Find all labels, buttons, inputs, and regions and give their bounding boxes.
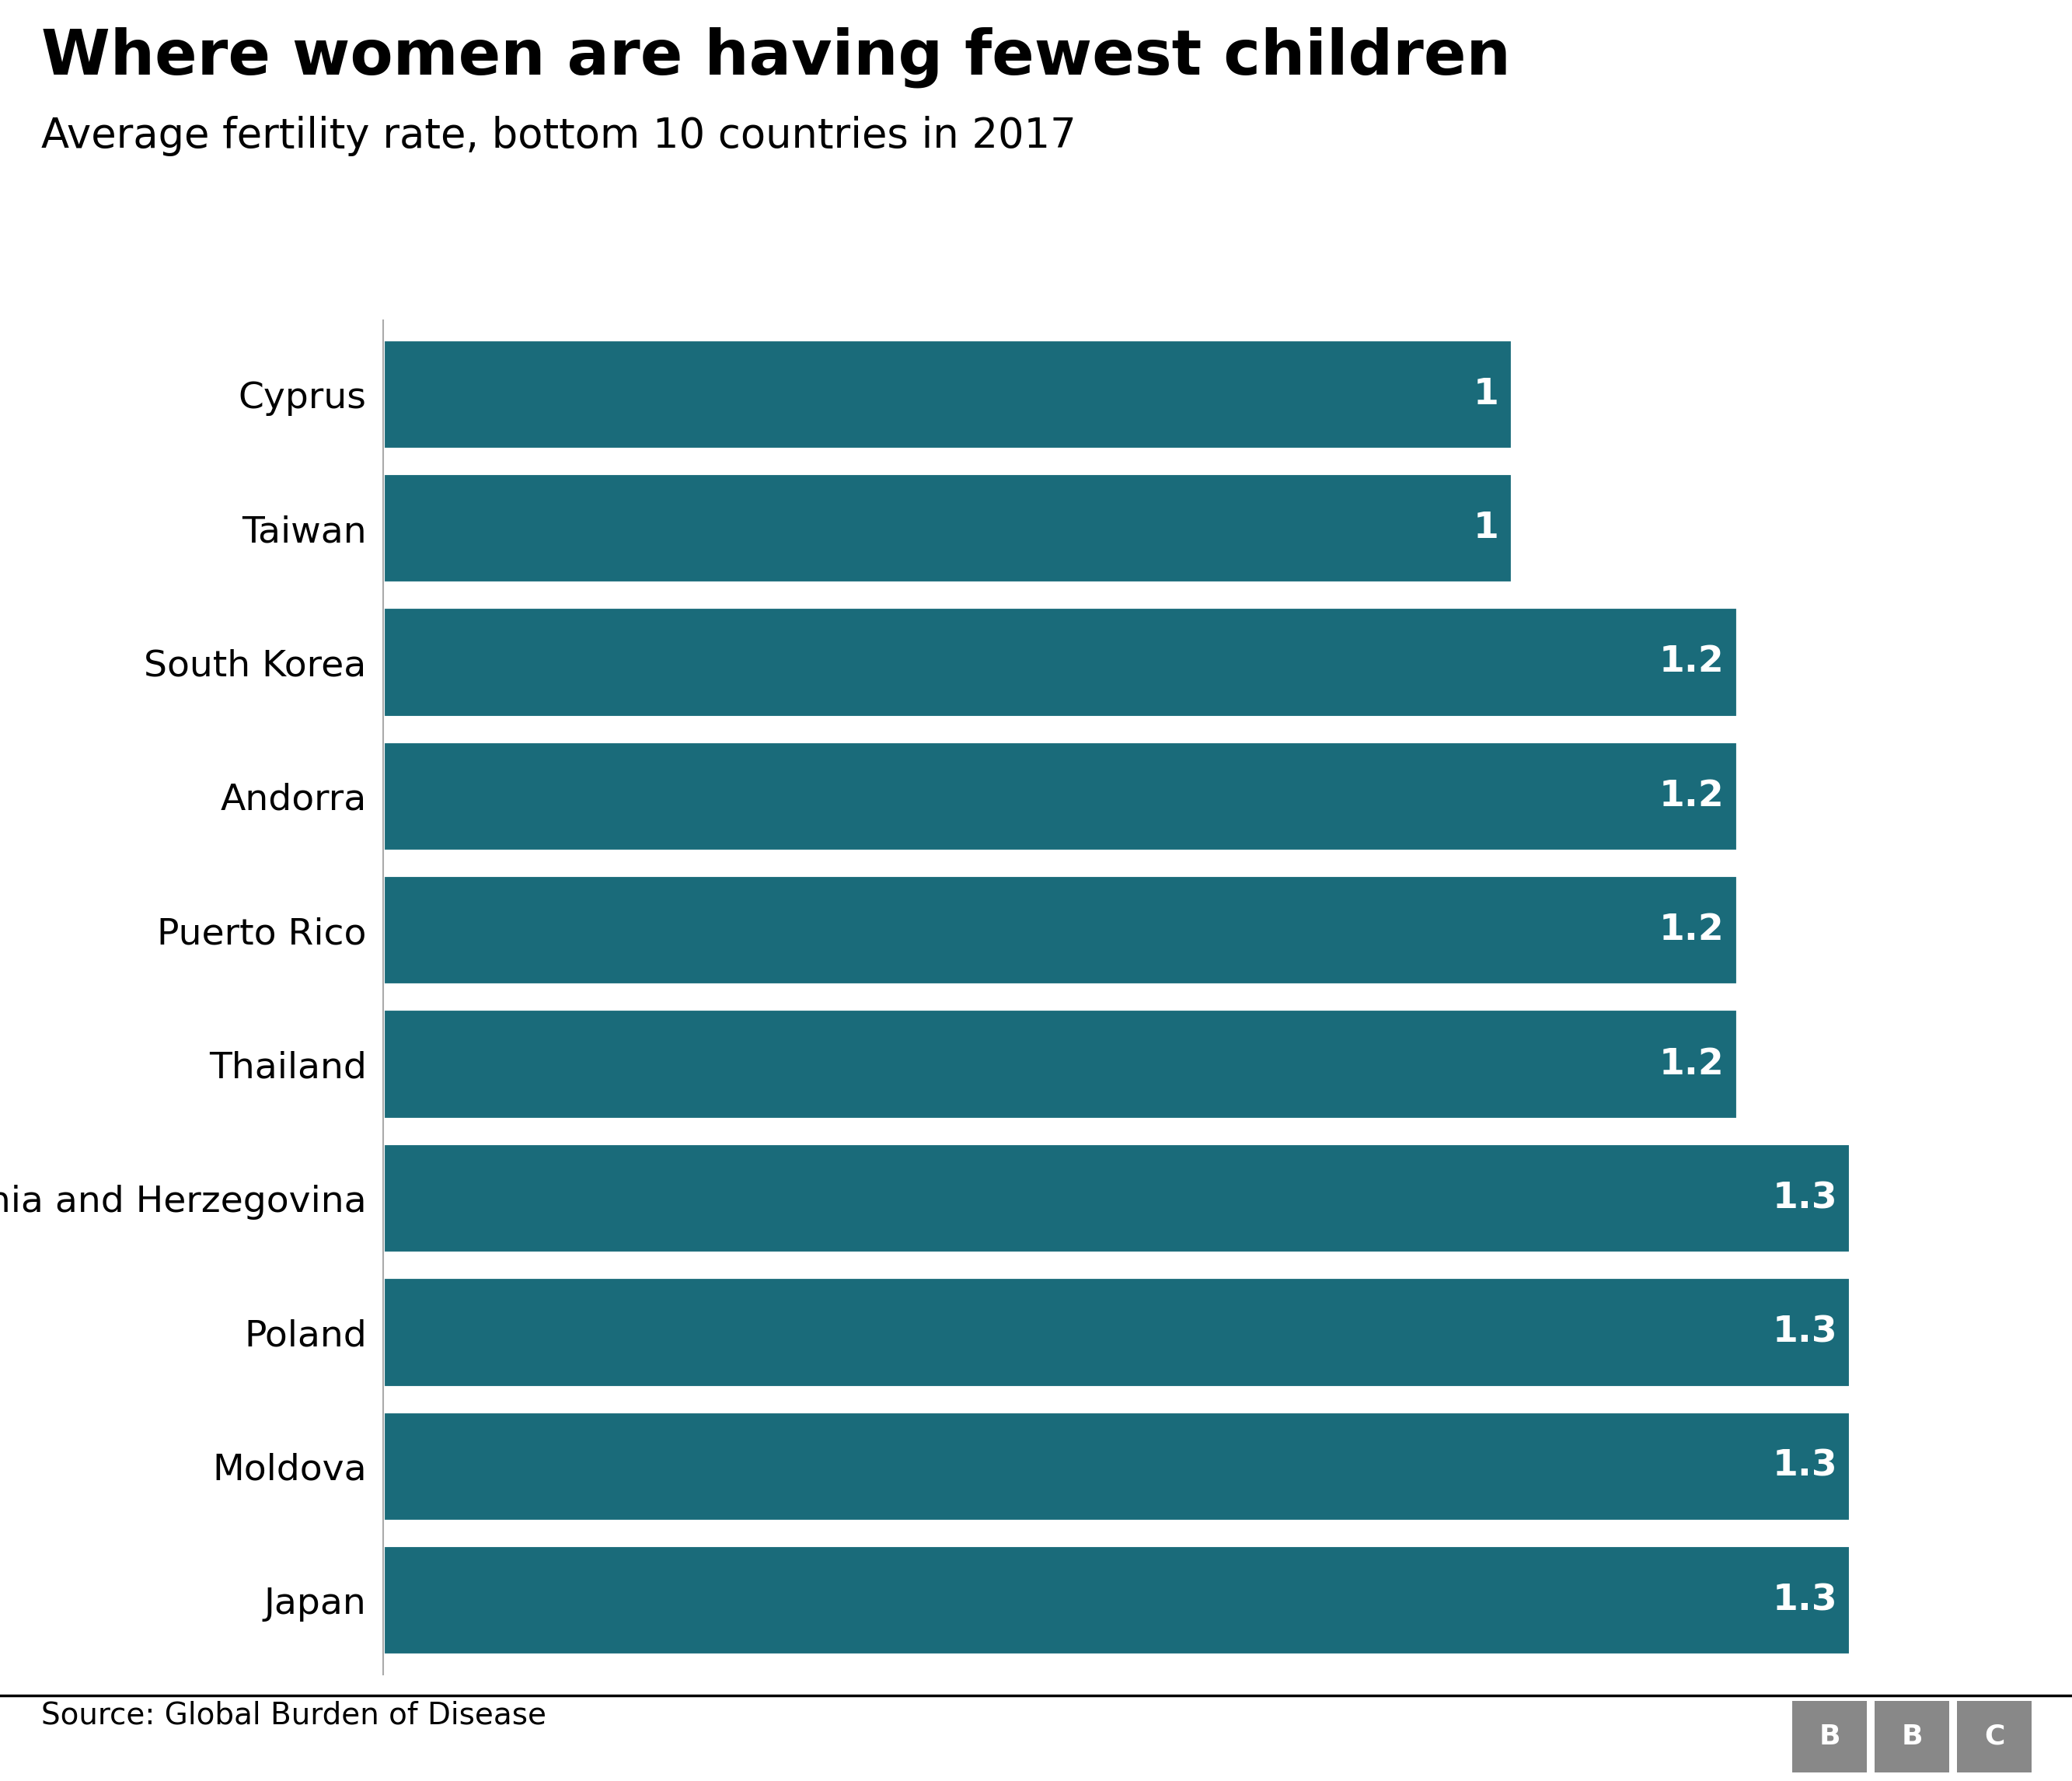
- Text: Where women are having fewest children: Where women are having fewest children: [41, 27, 1510, 87]
- Bar: [383, 1412, 1850, 1521]
- Text: 1.2: 1.2: [1660, 914, 1724, 947]
- Bar: [383, 1143, 1850, 1254]
- Bar: [383, 1010, 1738, 1118]
- Text: 1.2: 1.2: [1660, 778, 1724, 814]
- Bar: [383, 474, 1513, 582]
- Text: 1.2: 1.2: [1660, 645, 1724, 680]
- Bar: [1958, 1701, 2033, 1772]
- Bar: [383, 1546, 1850, 1655]
- Text: 1.3: 1.3: [1772, 1583, 1838, 1617]
- Text: C: C: [1985, 1724, 2004, 1749]
- Bar: [383, 607, 1738, 718]
- Bar: [1875, 1701, 1950, 1772]
- Text: 1: 1: [1473, 378, 1498, 411]
- Bar: [1792, 1701, 1867, 1772]
- Text: Source: Global Burden of Disease: Source: Global Burden of Disease: [41, 1701, 547, 1731]
- Text: 1.2: 1.2: [1660, 1047, 1724, 1081]
- Text: B: B: [1902, 1724, 1923, 1749]
- Text: B: B: [1819, 1724, 1840, 1749]
- Text: 1: 1: [1473, 511, 1498, 545]
- Text: 1.3: 1.3: [1772, 1450, 1838, 1484]
- Bar: [383, 741, 1738, 851]
- Bar: [383, 340, 1513, 449]
- Text: Average fertility rate, bottom 10 countries in 2017: Average fertility rate, bottom 10 countr…: [41, 116, 1077, 157]
- Bar: [383, 876, 1738, 985]
- Bar: [383, 1277, 1850, 1387]
- Text: 1.3: 1.3: [1772, 1314, 1838, 1350]
- Text: 1.3: 1.3: [1772, 1181, 1838, 1216]
